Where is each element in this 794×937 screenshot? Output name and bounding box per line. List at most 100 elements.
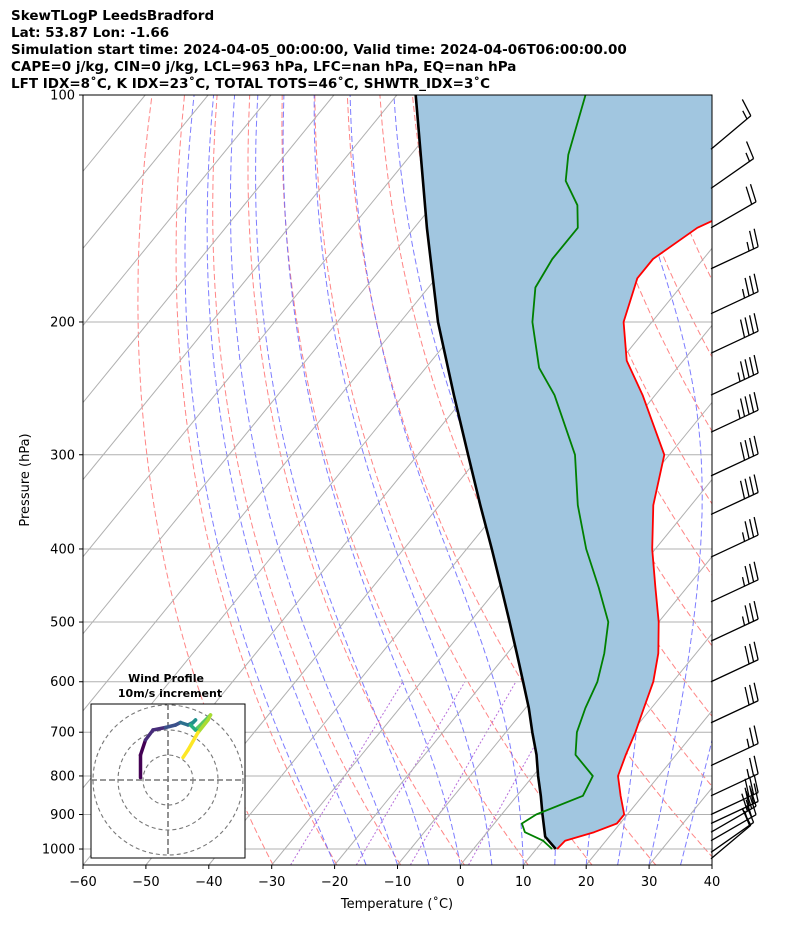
axis-ticks: −60 −50 −40 −30 −20 −10 0 10 20 30 40 100 200 300 400 5… xyxy=(42,89,720,891)
wind-barb-flag xyxy=(744,359,750,378)
hodograph-segment xyxy=(181,748,190,760)
wind-barb-half-flag xyxy=(741,288,746,299)
isotherm-line xyxy=(83,95,524,635)
dry-adiabat-line xyxy=(175,95,338,865)
wind-barb xyxy=(710,228,759,270)
wind-barb xyxy=(710,516,759,558)
wind-barb-staff xyxy=(710,659,759,683)
simulation-times: Simulation start time: 2024-04-05_00:00:… xyxy=(11,42,627,58)
wind-barb-flag xyxy=(753,774,759,793)
wind-barb xyxy=(710,273,759,315)
wind-barb-staff xyxy=(710,821,754,853)
wind-barb xyxy=(710,141,755,189)
wind-barb xyxy=(710,392,759,433)
x-tick-label: −10 xyxy=(384,875,411,890)
wind-barb xyxy=(710,354,759,396)
wind-barb-flag xyxy=(739,361,746,380)
wind-barb-staff xyxy=(710,372,759,396)
wind-barbs xyxy=(710,99,759,860)
wind-barb-flag xyxy=(753,313,759,332)
wind-barb xyxy=(710,808,752,860)
cin-shaded-area xyxy=(415,95,712,849)
wind-barb-flag xyxy=(744,317,750,336)
wind-barb-flag xyxy=(753,755,759,774)
hodograph-segment xyxy=(138,738,148,757)
wind-barb-flag xyxy=(748,519,755,538)
wind-barb-flag xyxy=(739,398,746,417)
moist-adiabat-line xyxy=(610,95,703,865)
wind-barb xyxy=(710,600,759,642)
wind-barb-staff xyxy=(710,700,759,724)
temperature-profile-line xyxy=(556,219,712,850)
inset-title: Wind Profile xyxy=(128,672,204,685)
dry-adiabat-line xyxy=(281,95,529,865)
wind-barb xyxy=(710,783,759,825)
wind-barb-half-flag xyxy=(742,110,748,120)
isotherm-line xyxy=(0,95,82,865)
wind-barb-flag xyxy=(748,643,755,663)
station-title: SkewTLogP LeedsBradford xyxy=(11,8,215,24)
wind-barb-flag xyxy=(748,275,755,294)
wind-barb-flag xyxy=(748,757,755,777)
wind-profile-inset: Wind Profile 10m/s increment xyxy=(90,672,246,859)
wind-barb-flag xyxy=(753,228,759,247)
wind-barb-flag xyxy=(744,605,750,624)
mixing-ratio-line xyxy=(290,681,404,865)
y-tick-label: 100 xyxy=(50,89,75,104)
wind-barb-flag xyxy=(753,725,759,744)
wind-barb-half-flag xyxy=(746,738,750,748)
wind-barb-flag xyxy=(748,315,755,334)
x-tick-label: −60 xyxy=(69,875,96,890)
wind-barb-flag xyxy=(748,603,755,622)
dewpoint-profile-line xyxy=(521,95,610,850)
wind-barb-flag xyxy=(753,354,759,374)
wind-barb-staff xyxy=(710,246,759,270)
wind-barb-flag xyxy=(744,440,750,459)
wind-barb xyxy=(710,774,759,816)
hodograph-segment xyxy=(151,725,168,732)
wind-barb xyxy=(710,313,759,354)
x-axis-label: Temperature (˚C) xyxy=(340,896,453,912)
y-tick-label: 400 xyxy=(50,542,75,557)
wind-barb-staff xyxy=(710,330,759,354)
wind-barb-flag xyxy=(753,783,759,802)
wind-barb xyxy=(710,435,759,477)
x-tick-label: −50 xyxy=(132,875,159,890)
wind-barb xyxy=(710,474,759,516)
wind-barb-flag xyxy=(748,476,755,495)
hodograph-segment xyxy=(186,730,200,752)
wind-barb-flag xyxy=(739,319,746,338)
wind-barb-flag xyxy=(744,686,750,706)
wind-barb-flag xyxy=(744,787,750,806)
profile-lines xyxy=(414,95,712,850)
wind-barb-flag xyxy=(744,521,750,540)
moist-adiabat-line xyxy=(711,863,712,865)
wind-barb-flag xyxy=(748,230,755,250)
inset-subtitle: 10m/s increment xyxy=(118,687,222,700)
y-axis-label: Pressure (hPa) xyxy=(18,433,33,526)
moist-adiabat-line xyxy=(313,95,493,865)
y-tick-label: 900 xyxy=(50,808,75,823)
wind-barb-flag xyxy=(748,785,755,804)
wind-barb-staff xyxy=(710,115,752,150)
isotherm-line xyxy=(83,95,398,481)
wind-barb-staff xyxy=(710,534,759,558)
wind-barb xyxy=(710,725,759,767)
wind-barb-flag xyxy=(753,600,759,620)
y-tick-label: 500 xyxy=(50,616,75,631)
wind-barb-staff xyxy=(710,814,757,842)
y-tick-label: 600 xyxy=(50,675,75,690)
isotherm-line xyxy=(585,710,712,865)
wind-barb-flag xyxy=(753,561,759,580)
wind-barb xyxy=(710,755,759,797)
dry-adiabat-line xyxy=(137,95,274,865)
wind-barb-half-flag xyxy=(737,372,741,382)
wind-barb-flag xyxy=(748,394,755,413)
mixing-ratio-line xyxy=(355,681,466,865)
dry-adiabat-line xyxy=(346,95,657,865)
stability-indices: LFT IDX=8˚C, K IDX=23˚C, TOTAL TOTS=46˚C… xyxy=(11,76,491,92)
wind-barb-staff xyxy=(710,409,759,433)
wind-barb-flag xyxy=(744,565,750,585)
wind-barb-flag xyxy=(753,392,759,411)
